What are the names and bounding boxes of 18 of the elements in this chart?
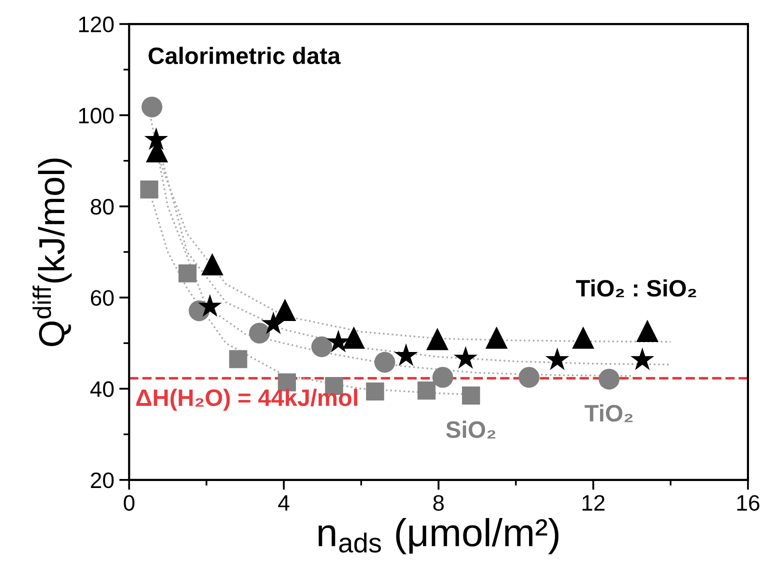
- y-axis-title: Q$^{diff}$(kJ/mol): [32, 158, 72, 346]
- annotation: ΔH(H₂O) = 44kJ/mol: [136, 388, 358, 411]
- y-tick-label: 80: [90, 198, 114, 215]
- y-tick-label: 60: [90, 290, 114, 306]
- annotation: Calorimetric data: [148, 46, 341, 64]
- y-tick-label: 120: [79, 16, 114, 32]
- x-tick-label: 8: [433, 495, 444, 511]
- x-tick-label: 12: [582, 495, 604, 511]
- annotation: TiO₂ : SiO₂: [576, 279, 696, 298]
- series-label: SiO₂: [446, 420, 496, 439]
- x-tick-label: 16: [737, 495, 760, 511]
- y-tick-label: 40: [90, 381, 114, 397]
- y-tick-label: 100: [79, 108, 114, 124]
- x-tick-label: 0: [124, 495, 134, 511]
- y-tick-label: 20: [90, 472, 114, 488]
- x-axis-title: n$_{ads}$ (μmol/m²): [318, 518, 558, 554]
- x-tick-label: 4: [278, 495, 290, 511]
- series-label: TiO₂: [584, 404, 633, 422]
